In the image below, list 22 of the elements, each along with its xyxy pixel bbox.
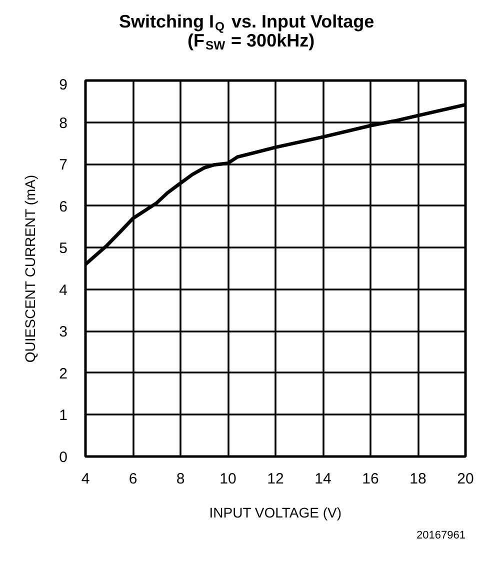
x-tick-label: 4: [81, 470, 90, 488]
y-tick-label: 2: [59, 365, 68, 382]
x-tick-label: 10: [220, 470, 236, 488]
y-tick-label: 5: [59, 240, 68, 258]
x-tick-label: 6: [128, 470, 138, 488]
x-tick-label: 8: [176, 470, 185, 488]
y-tick-label: 1: [59, 407, 68, 424]
y-tick-label: 0: [59, 449, 68, 466]
x-tick-label: 12: [267, 470, 284, 488]
x-axis-title: INPUT VOLTAGE (V): [209, 504, 342, 520]
y-tick-label: 6: [59, 198, 68, 216]
y-tick-label: 8: [59, 114, 68, 132]
x-tick-label: 18: [410, 470, 426, 488]
y-tick-label: 9: [59, 76, 68, 94]
y-tick-label: 7: [59, 156, 68, 174]
y-tick-label: 4: [59, 282, 68, 299]
y-tick-label: 3: [59, 324, 68, 341]
x-tick-label: 16: [362, 470, 379, 488]
y-axis-title: QUIESCENT CURRENT (mA): [22, 174, 38, 363]
text: 20167961: [416, 530, 466, 542]
x-tick-label: 20: [457, 470, 474, 488]
x-tick-label: 14: [314, 470, 332, 488]
